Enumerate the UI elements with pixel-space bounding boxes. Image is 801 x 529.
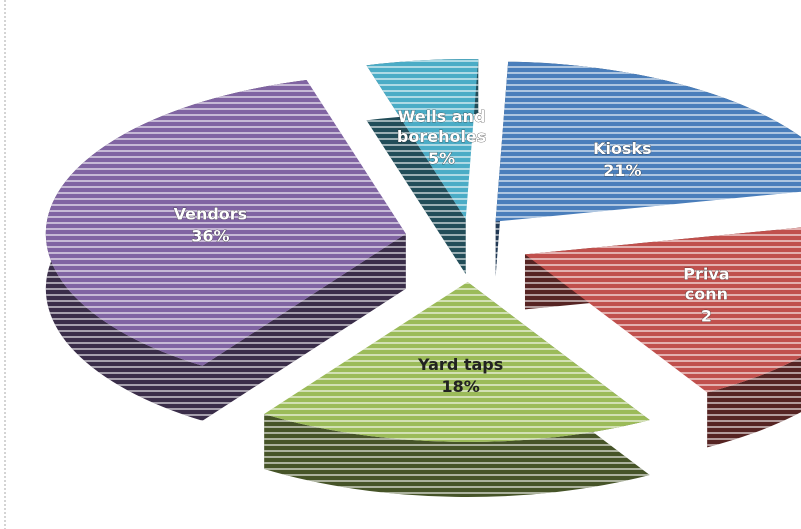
private-connections-slice-stripes xyxy=(524,227,801,448)
kiosks-slice xyxy=(495,61,801,277)
wells-boreholes-slice-label: Wells and boreholes 5% xyxy=(397,107,486,168)
pie-labels: Wells and boreholes 5% Kiosks 21% Vendors 36% P… xyxy=(173,107,730,396)
yard-taps-slice-label: Yard taps 18% xyxy=(417,355,503,396)
vendors-slice xyxy=(45,79,406,421)
private-connections-slice-label: Priva conn 2 xyxy=(683,265,729,326)
pie-slices xyxy=(45,59,801,497)
vendors-slice-label: Vendors 36% xyxy=(174,205,248,246)
wells-boreholes-slice-stripes xyxy=(366,59,479,275)
wells-boreholes-slice xyxy=(366,59,479,275)
kiosks-slice-stripes xyxy=(495,61,801,277)
yard-taps-slice xyxy=(264,281,650,497)
kiosks-slice-label: Kiosks 21% xyxy=(593,139,652,180)
yard-taps-slice-stripes xyxy=(264,281,650,497)
vendors-slice-stripes xyxy=(45,79,406,421)
private-connections-slice xyxy=(524,227,801,448)
